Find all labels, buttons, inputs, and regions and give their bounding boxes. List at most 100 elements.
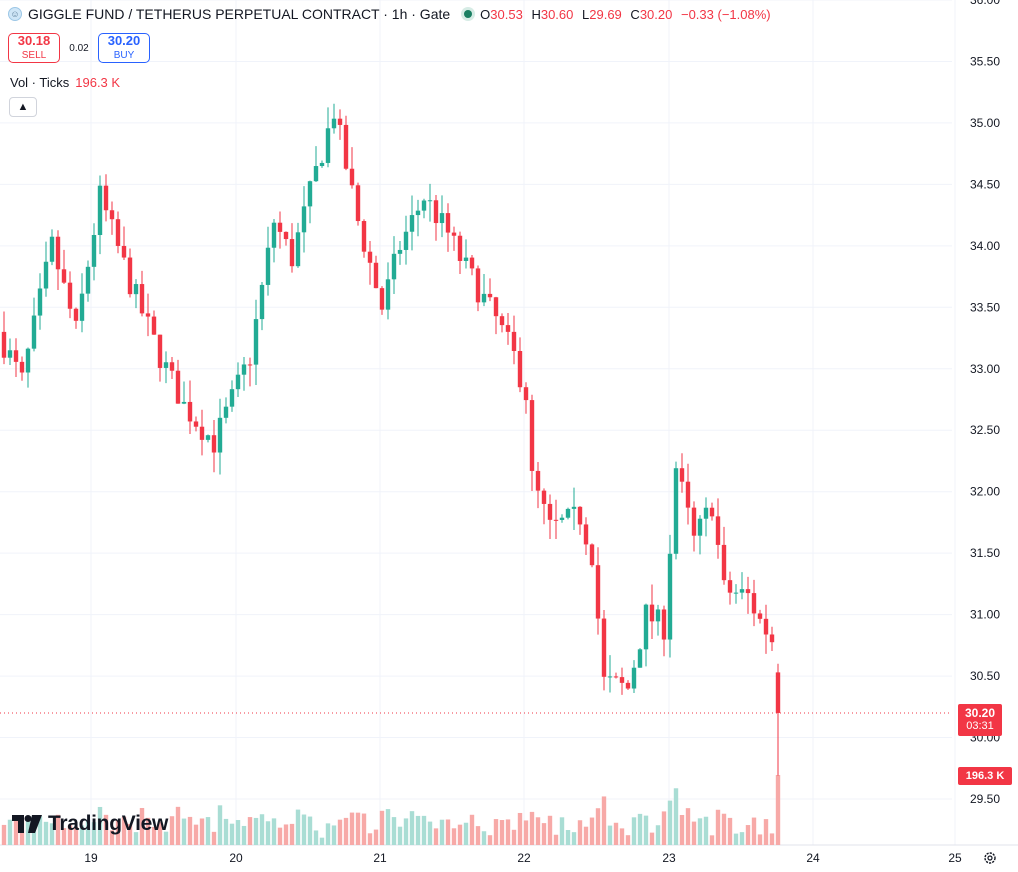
volume-bar <box>241 825 247 845</box>
candle <box>379 286 385 315</box>
volume-bar <box>271 818 277 845</box>
volume-bar <box>403 818 409 845</box>
candle <box>601 609 607 691</box>
volume-bar <box>433 828 439 845</box>
market-status-icon[interactable] <box>464 10 473 18</box>
volume-bar <box>601 796 607 845</box>
price-tick-label: 34.50 <box>970 177 1000 191</box>
volume-bar <box>331 825 337 845</box>
volume-bar <box>439 819 445 845</box>
volume-bar <box>529 811 535 845</box>
volume-bar <box>199 818 205 845</box>
volume-bar <box>7 819 13 845</box>
candle <box>451 226 457 251</box>
volume-bar <box>637 813 643 845</box>
tradingview-logo[interactable]: TradingView <box>12 812 168 836</box>
gear-icon[interactable] <box>983 851 997 865</box>
symbol-title[interactable]: GIGGLE FUND / TETHERUS PERPETUAL CONTRAC… <box>28 6 451 22</box>
candle <box>685 463 691 525</box>
time-axis[interactable]: 19 20 21 22 23 24 25 <box>84 851 962 865</box>
candle <box>649 584 655 639</box>
volume-bar <box>145 817 151 845</box>
collapse-legend-button[interactable]: ▲ <box>9 97 37 117</box>
change-value: −0.33 (−1.08%) <box>680 6 771 22</box>
candle <box>577 506 583 535</box>
volume-bar <box>43 821 49 845</box>
volume-bar <box>313 830 319 845</box>
candle <box>433 194 439 241</box>
candle <box>163 351 169 384</box>
candle <box>271 219 277 263</box>
price-tick-label: 33.50 <box>970 300 1000 314</box>
candle <box>757 609 763 624</box>
volume-bar <box>127 823 133 845</box>
candle <box>301 186 307 253</box>
candle <box>637 648 643 668</box>
candle <box>331 103 337 134</box>
last-volume-tag: 196.3 K <box>958 767 1012 785</box>
candle <box>487 278 493 302</box>
tradingview-logo-icon <box>12 815 42 833</box>
volume-bar <box>295 809 301 845</box>
candle <box>727 571 733 605</box>
volume-bar <box>547 815 553 845</box>
volume-bar <box>193 824 199 845</box>
candle <box>187 380 193 434</box>
volume-bar <box>265 821 271 845</box>
volume-bar <box>61 828 67 845</box>
buy-button[interactable]: 30.20 BUY <box>98 33 150 63</box>
price-tick-label: 29.50 <box>970 792 1000 806</box>
candle <box>655 604 661 636</box>
volume-bar <box>631 817 637 845</box>
candle <box>553 499 559 539</box>
price-tick-label: 36.00 <box>970 0 1000 7</box>
volume-bar <box>607 825 613 845</box>
low-value: 29.69 <box>589 6 622 22</box>
volume-bar <box>103 814 109 845</box>
candle <box>229 380 235 412</box>
candle <box>415 199 421 237</box>
candle <box>109 201 115 235</box>
candle <box>709 502 715 521</box>
candle <box>97 175 103 255</box>
candle <box>145 293 151 337</box>
candle <box>439 195 445 238</box>
volume-legend[interactable]: Vol · Ticks 196.3 K <box>10 75 120 90</box>
volume-bar <box>457 824 463 845</box>
candle <box>463 239 469 269</box>
volume-bar <box>25 819 31 845</box>
ohlc-values: O30.53 H30.60 L29.69 C30.20 −0.33 (−1.08… <box>480 6 771 22</box>
candle <box>445 203 451 252</box>
price-tick-label: 35.00 <box>970 116 1000 130</box>
candle <box>625 680 631 690</box>
candle <box>559 514 565 523</box>
volume-bar <box>85 819 91 845</box>
volume-bar <box>67 825 73 845</box>
volume-bar <box>55 814 61 845</box>
time-tick-label: 22 <box>517 851 531 865</box>
volume-bar <box>13 820 19 845</box>
volume-bar <box>427 821 433 845</box>
volume-bar <box>289 823 295 845</box>
sell-button[interactable]: 30.18 SELL <box>8 33 60 63</box>
smiley-coin-icon: ☺ <box>8 7 22 21</box>
volume-bar <box>223 818 229 845</box>
volume-bar <box>757 834 763 845</box>
trade-buttons: 30.18 SELL 0.02 30.20 BUY <box>8 33 150 63</box>
candle <box>691 501 697 552</box>
volume-bar <box>133 832 139 845</box>
volume-bar <box>481 831 487 845</box>
candle <box>49 229 55 266</box>
candle <box>367 241 373 285</box>
price-axis[interactable]: 29.5030.0030.5031.0031.5032.0032.5033.00… <box>970 0 1000 806</box>
candle <box>67 271 73 319</box>
volume-bar <box>109 830 115 845</box>
volume-bar <box>769 833 775 845</box>
grid-lines <box>0 0 1018 846</box>
candle <box>193 416 199 432</box>
candle <box>295 222 301 268</box>
volume-bar <box>247 817 253 845</box>
candle <box>679 453 685 493</box>
candle <box>529 394 535 491</box>
